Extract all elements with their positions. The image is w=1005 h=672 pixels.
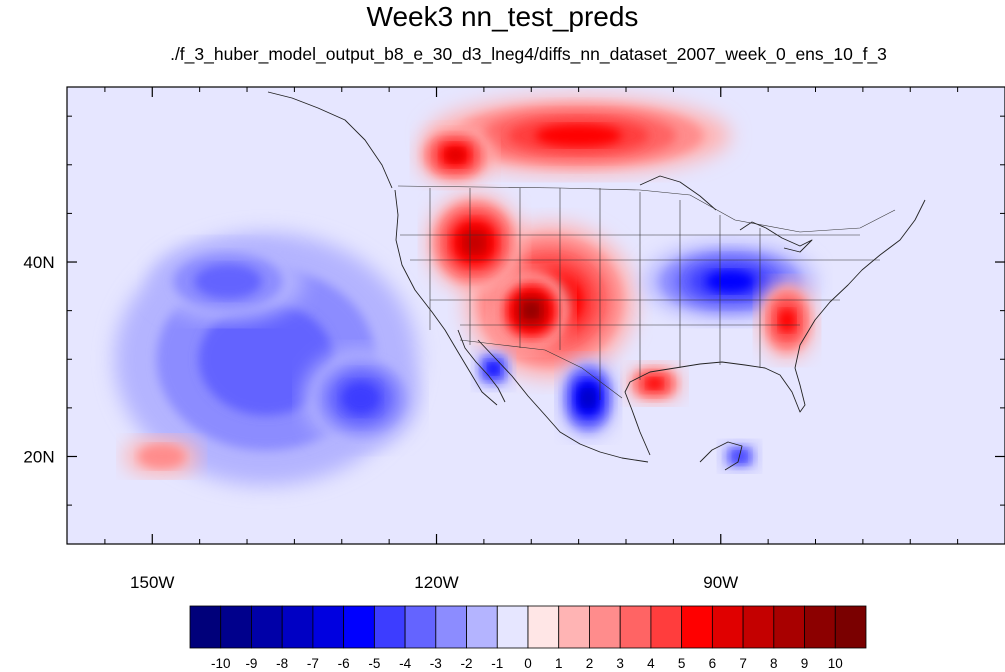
colorbar-box bbox=[312, 605, 345, 649]
anomaly-region-7 bbox=[417, 125, 494, 185]
colorbar-box bbox=[343, 605, 375, 649]
colorbar-box bbox=[435, 605, 467, 649]
colorbar-box bbox=[650, 605, 683, 649]
colorbar-label: -9 bbox=[245, 656, 257, 671]
colorbar-label: 4 bbox=[647, 656, 655, 671]
anomaly-contour bbox=[582, 389, 595, 407]
colorbar-box bbox=[496, 605, 529, 649]
colorbar-box bbox=[711, 605, 744, 649]
colorbar-box bbox=[220, 605, 252, 649]
colorbar-box bbox=[404, 605, 437, 649]
baja-california bbox=[457, 329, 506, 403]
colorbar-label: -3 bbox=[430, 656, 442, 671]
colorbar-box bbox=[527, 605, 560, 649]
colorbar-box bbox=[558, 605, 590, 649]
anomaly-contour bbox=[646, 378, 663, 390]
anomaly-contour bbox=[340, 381, 381, 416]
anomaly-contour bbox=[194, 264, 262, 299]
anomaly-contour bbox=[446, 147, 465, 163]
colorbar-label: 9 bbox=[801, 656, 809, 671]
state-borders bbox=[397, 185, 896, 400]
y-tick-label: 40N bbox=[23, 253, 54, 272]
colorbar-label: -4 bbox=[399, 656, 411, 671]
colorbar-box bbox=[189, 605, 222, 649]
colorbar-label: -10 bbox=[211, 656, 231, 671]
colorbar-box bbox=[373, 605, 406, 649]
colorbar-box bbox=[681, 605, 713, 649]
plot-frame bbox=[66, 86, 1005, 545]
y-tick-label: 20N bbox=[23, 447, 54, 466]
x-tick-label: 150W bbox=[130, 573, 174, 592]
colorbar-box bbox=[251, 605, 283, 649]
colorbar-label: 6 bbox=[709, 656, 717, 671]
colorbar-label: -1 bbox=[491, 656, 503, 671]
colorbar-box bbox=[466, 605, 498, 649]
x-tick-label: 120W bbox=[414, 573, 458, 592]
us-mexico-border bbox=[459, 339, 623, 399]
colorbar-label: 8 bbox=[770, 656, 778, 671]
anomaly-region-12 bbox=[758, 281, 816, 360]
pacific-nw-islands bbox=[267, 91, 393, 189]
colorbar-label: -8 bbox=[276, 656, 288, 671]
colorbar-box bbox=[834, 605, 867, 649]
x-tick-label: 90W bbox=[703, 573, 738, 592]
chart-title: Week3 nn_test_preds bbox=[366, 1, 639, 32]
coastlines bbox=[267, 91, 926, 471]
colorbar-box bbox=[619, 605, 652, 649]
colorbar-label: 5 bbox=[678, 656, 686, 671]
us-west-coast bbox=[394, 189, 498, 406]
us-east-coast bbox=[794, 199, 926, 369]
great-lakes bbox=[739, 221, 813, 253]
chart-subtitle: ./f_3_huber_model_output_b8_e_30_d3_lneg… bbox=[170, 44, 887, 64]
anomaly-region-6 bbox=[427, 96, 731, 175]
anomaly-field bbox=[114, 96, 816, 486]
anomaly-contour bbox=[778, 309, 796, 332]
colorbar-label: -2 bbox=[461, 656, 473, 671]
colorbar-label: 3 bbox=[616, 656, 624, 671]
hudson-bay-coast bbox=[639, 175, 717, 211]
colorbar-label: 10 bbox=[828, 656, 843, 671]
anomaly-contour bbox=[198, 303, 334, 416]
colorbar: -10 -9 -8 -7 -6 -5 -4 -3 -2 -1 0 1 2 3 4 5 6 7 8 9 10 bbox=[189, 605, 867, 671]
colorbar-box bbox=[804, 605, 836, 649]
colorbar-box bbox=[281, 605, 314, 649]
anomaly-region-9 bbox=[474, 349, 513, 389]
colorbar-label: -7 bbox=[307, 656, 319, 671]
anomaly-region-5 bbox=[427, 193, 522, 292]
anomaly-contour bbox=[535, 124, 622, 147]
colorbar-label: 1 bbox=[555, 656, 563, 671]
colorbar-box bbox=[773, 605, 805, 649]
colorbar-box bbox=[742, 605, 775, 649]
anomaly-contour bbox=[705, 270, 755, 293]
anomaly-region-11 bbox=[626, 364, 683, 404]
anomaly-region-14 bbox=[123, 437, 200, 476]
mexico-west-coast bbox=[477, 339, 649, 463]
us-canada-border bbox=[397, 185, 896, 233]
yucatan bbox=[699, 441, 743, 471]
gulf-coast bbox=[624, 361, 806, 456]
colorbar-label: 0 bbox=[524, 656, 532, 671]
colorbar-label: -6 bbox=[338, 656, 350, 671]
colorbar-label: 7 bbox=[739, 656, 747, 671]
colorbar-label: 2 bbox=[586, 656, 594, 671]
state-grid bbox=[400, 188, 880, 400]
anomaly-contour bbox=[138, 444, 186, 469]
anomaly-contour bbox=[464, 232, 485, 253]
anomaly-region-2 bbox=[152, 242, 304, 321]
axis-ticks: 150W 120W 90W 40N 20N bbox=[23, 87, 1005, 592]
colorbar-label: -5 bbox=[368, 656, 380, 671]
anomaly-region-4 bbox=[493, 271, 570, 350]
anomaly-region-10 bbox=[644, 242, 816, 321]
anomaly-region-8 bbox=[559, 359, 617, 438]
anomaly-contour bbox=[524, 304, 538, 318]
anomaly-contour bbox=[487, 363, 499, 375]
colorbar-box bbox=[589, 605, 621, 649]
anomaly-region-1 bbox=[303, 349, 418, 447]
